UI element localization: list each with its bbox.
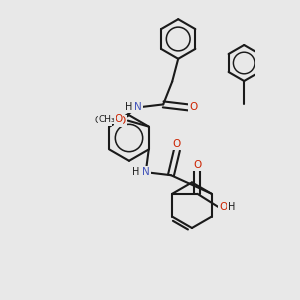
- Text: N: N: [142, 167, 150, 177]
- Text: O: O: [173, 139, 181, 149]
- Text: H: H: [125, 102, 133, 112]
- Text: O: O: [193, 160, 202, 170]
- Text: H: H: [133, 167, 140, 177]
- Text: H: H: [228, 202, 235, 212]
- Text: O: O: [115, 114, 123, 124]
- Text: N: N: [134, 102, 142, 112]
- Text: O: O: [219, 202, 227, 212]
- Text: CH₃: CH₃: [98, 115, 115, 124]
- Text: O: O: [189, 102, 197, 112]
- Text: CH₃: CH₃: [94, 116, 111, 125]
- Text: O: O: [118, 116, 126, 126]
